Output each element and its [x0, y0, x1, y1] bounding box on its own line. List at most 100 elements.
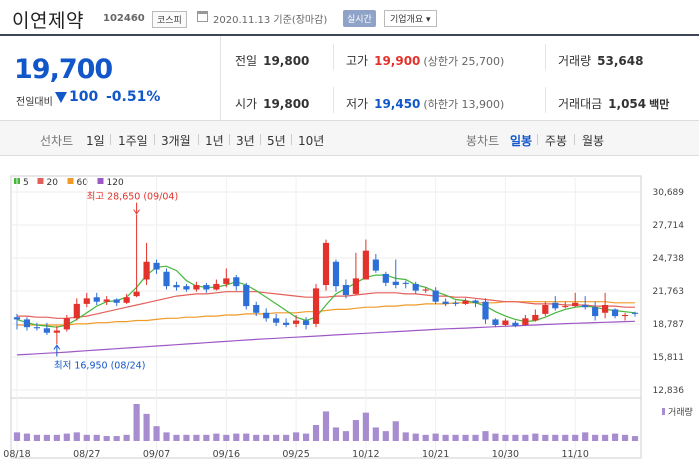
candle-body: [53, 330, 60, 333]
volume-bar: [63, 433, 70, 441]
volume-bar: [143, 413, 150, 441]
candle-body: [123, 297, 130, 303]
stat-amount-unit: 백만: [649, 98, 670, 111]
volume-bar: [372, 427, 379, 441]
price-summary: 19,700 전일대비 100 -0.51%: [0, 36, 221, 120]
date-text: 2020.11.13 기준(장마감): [213, 15, 328, 26]
period-toolbar: 선차트 1일 1주일 3개월 1년 3년 5년 10년 봉차트 일봉 주봉 월봉: [0, 120, 699, 156]
period-1y[interactable]: 1년: [205, 134, 224, 148]
volume-legend-swatch: [662, 408, 665, 415]
candle-body: [352, 278, 359, 294]
y-tick-label: 24,738: [653, 254, 685, 264]
volume-bar: [472, 434, 479, 441]
stock-chart[interactable]: 5 20 60 120 최고 28,650 (09/04) 최저 16,950 (08/…: [0, 156, 699, 466]
candle-body: [193, 285, 200, 290]
period-separator: [229, 134, 230, 145]
candle-daily[interactable]: 일봉: [510, 134, 533, 148]
stat-amount-label: 거래대금: [558, 97, 603, 111]
volume-bar: [163, 432, 170, 441]
change-label: 전일대비: [16, 97, 53, 108]
period-3y[interactable]: 3년: [236, 134, 255, 148]
period-5y[interactable]: 5년: [267, 134, 286, 148]
volume-bar: [592, 434, 599, 441]
candle-body: [233, 277, 240, 287]
volume-bar: [233, 433, 240, 441]
period-separator: [198, 134, 199, 145]
volume-bar: [93, 434, 100, 441]
volume-bar: [602, 434, 609, 441]
company-overview-dropdown[interactable]: 기업개요 ▾: [384, 10, 437, 27]
candle-body: [562, 306, 569, 308]
candle-body: [502, 320, 509, 325]
candle-body: [392, 281, 399, 286]
current-price: 19,700: [14, 54, 113, 85]
volume-bar: [512, 434, 519, 441]
legend-label: 20: [47, 178, 59, 188]
high-arrow: [133, 209, 141, 215]
candle-body: [183, 286, 190, 290]
period-1d[interactable]: 1일: [86, 134, 105, 148]
realtime-button[interactable]: 실시간: [343, 10, 376, 27]
volume-bar: [253, 434, 260, 441]
candle-body: [572, 302, 579, 307]
period-10y[interactable]: 10년: [298, 134, 325, 148]
candle-body: [302, 320, 310, 325]
volume-bar: [502, 434, 509, 441]
volume-bar: [153, 426, 160, 441]
x-axis: 08/18 08/27 09/07 09/16 09/25 10/12 10/21 10/30…: [3, 449, 589, 460]
market-badge: 코스피: [152, 11, 187, 28]
stat-upper-limit: (상한가 25,700): [423, 55, 505, 68]
volume-bar: [223, 434, 230, 441]
volume-bar: [542, 434, 549, 441]
candle-body: [243, 285, 250, 307]
candle-body: [213, 283, 220, 290]
period-1w[interactable]: 1주일: [118, 134, 148, 148]
volume-bar: [332, 427, 340, 441]
high-annotation: 최고 28,650 (09/04): [87, 192, 179, 203]
volume-bar: [432, 433, 439, 441]
volume-bar: [43, 434, 50, 441]
candle-body: [382, 273, 389, 283]
candle-body: [402, 282, 409, 284]
legend-swatch: [37, 178, 44, 184]
chart-legend: 5 20 60 120: [14, 178, 124, 188]
volume-bar: [392, 421, 399, 441]
ma20-line: [17, 291, 635, 319]
stat-prev: 전일 19,800: [235, 52, 309, 69]
candle-weekly[interactable]: 주봉: [545, 134, 568, 148]
candle-body: [621, 314, 629, 317]
line-chart-label[interactable]: 선차트: [40, 134, 74, 148]
volume-bar: [522, 434, 529, 441]
change-percent: -0.51%: [106, 89, 161, 105]
candle-body: [512, 322, 519, 327]
candle-body: [492, 319, 499, 325]
volume-bar: [263, 434, 270, 441]
stat-lower-limit: (하한가 13,900): [423, 98, 505, 111]
stat-amount-value: 1,054: [608, 97, 647, 111]
volume-bar: [611, 433, 619, 441]
y-tick-label: 18,787: [653, 320, 685, 330]
candle-body: [312, 288, 320, 324]
candle-monthly[interactable]: 월봉: [582, 134, 605, 148]
candle-body: [552, 302, 559, 309]
stat-divider: [333, 87, 334, 113]
candle-body: [372, 259, 379, 271]
candles: [13, 214, 639, 345]
candle-body: [611, 309, 619, 317]
volume-bar: [412, 433, 419, 441]
candle-chart-label[interactable]: 봉차트: [466, 134, 500, 148]
candle-body: [293, 320, 300, 324]
x-tick-label: 09/25: [282, 449, 309, 460]
volume-bar: [243, 433, 250, 441]
candle-body: [113, 299, 120, 303]
period-3m[interactable]: 3개월: [161, 134, 191, 148]
volume-bar: [552, 434, 559, 441]
candle-body: [442, 301, 449, 304]
volume-bar: [462, 434, 469, 441]
candle-body: [263, 312, 270, 319]
period-separator: [260, 134, 261, 145]
volume-bar: [322, 411, 330, 441]
volume-bar: [482, 431, 489, 441]
volume-bar: [13, 432, 21, 441]
volume-bar: [442, 434, 449, 441]
